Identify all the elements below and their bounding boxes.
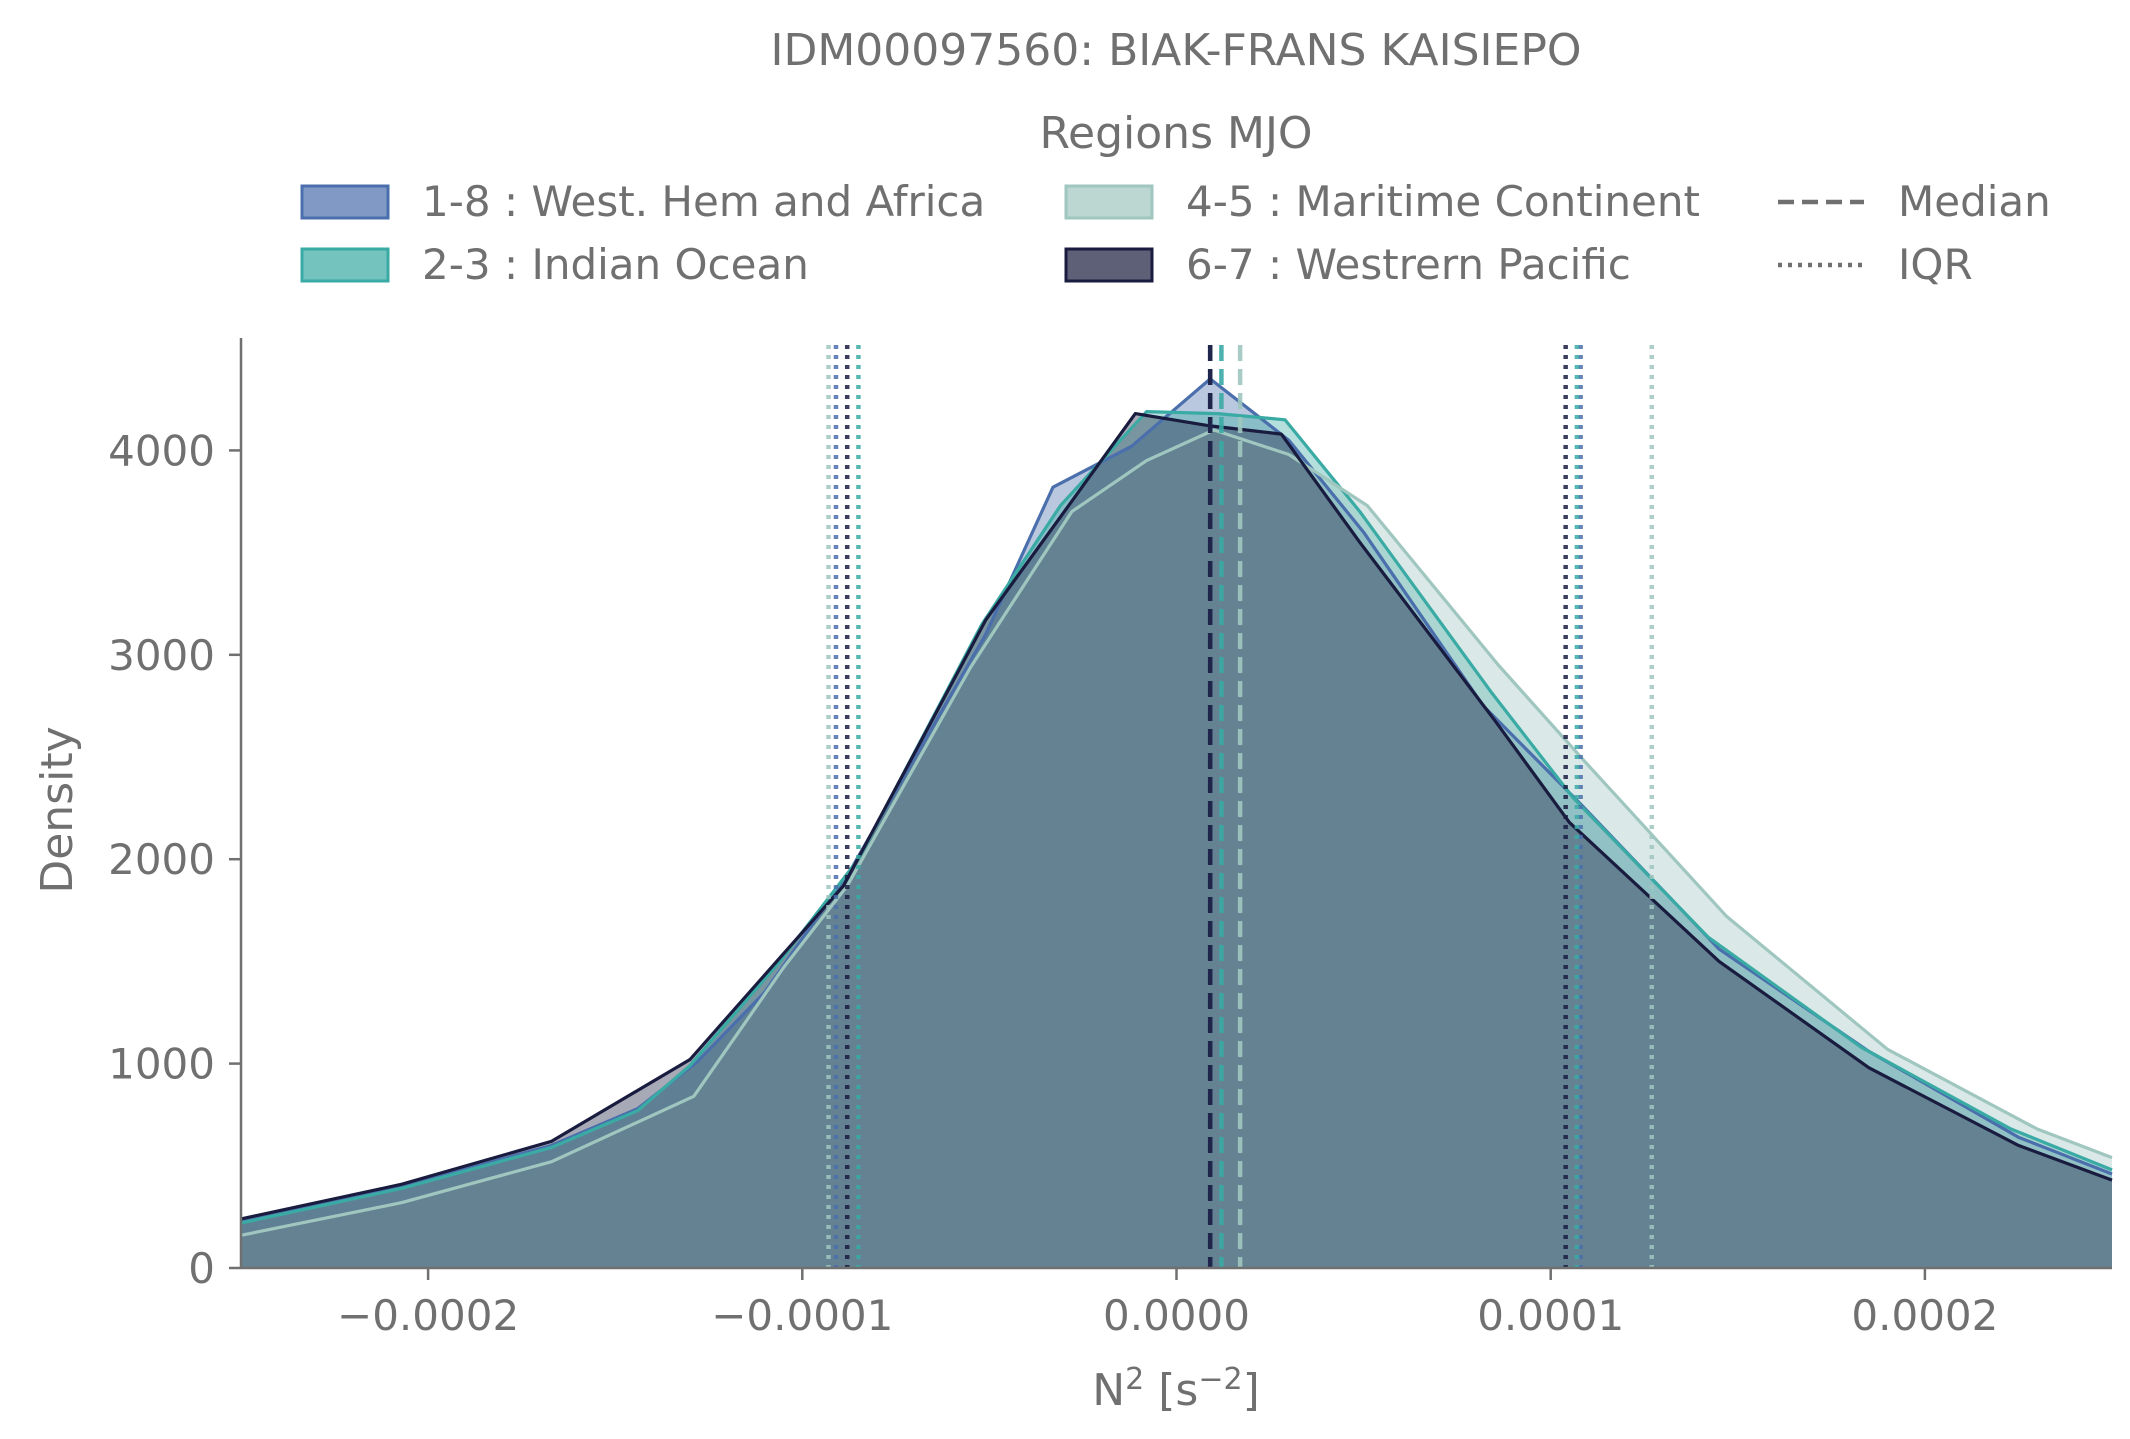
legend-iqr-label: IQR xyxy=(1898,240,1973,289)
x-tick-label: −0.0001 xyxy=(711,1291,893,1340)
legend-swatch-4 xyxy=(1064,247,1154,283)
legend-swatch-3 xyxy=(1064,184,1154,220)
legend: Regions MJO 1-8 : West. Hem and Africa 2-… xyxy=(300,108,2051,289)
series-area-1 xyxy=(241,378,2112,1268)
legend-label-4: 6-7 : Westrern Pacific xyxy=(1186,240,1631,289)
x-axis-label: N2 [s−2] xyxy=(1092,1362,1260,1416)
x-axis-label-base-sup: 2 xyxy=(1125,1362,1144,1397)
x-axis-label-base: N xyxy=(1092,1365,1125,1416)
y-axis-label: Density xyxy=(32,726,83,893)
series-line-2 xyxy=(240,410,2113,1225)
series-lines xyxy=(240,377,2113,1237)
stat-lines xyxy=(826,345,1654,1268)
y-tick-label: 2000 xyxy=(108,835,215,884)
legend-swatch-2 xyxy=(300,247,390,283)
y-tick-label: 0 xyxy=(188,1244,215,1293)
y-ticks: 0 1000 2000 3000 4000 xyxy=(108,426,241,1293)
series-line-3 xyxy=(240,428,2113,1237)
x-tick-label: 0.0002 xyxy=(1851,1291,1998,1340)
x-axis-label-unit-sup: −2 xyxy=(1198,1362,1242,1397)
x-tick-label: 0.0000 xyxy=(1103,1291,1250,1340)
series-area-2 xyxy=(241,411,2112,1269)
series-fills xyxy=(241,378,2112,1269)
x-axis-label-unit-pre: [s xyxy=(1144,1365,1198,1416)
legend-median-label: Median xyxy=(1898,177,2051,226)
legend-title: Regions MJO xyxy=(1039,108,1312,159)
y-tick-label: 3000 xyxy=(108,631,215,680)
chart-title: IDM00097560: BIAK-FRANS KAISIEPO xyxy=(770,25,1581,76)
legend-swatch-1 xyxy=(300,184,390,220)
legend-label-2: 2-3 : Indian Ocean xyxy=(422,240,809,289)
y-tick-label: 4000 xyxy=(108,426,215,475)
legend-entries: 1-8 : West. Hem and Africa 2-3 : Indian O… xyxy=(300,177,2051,289)
x-tick-label: 0.0001 xyxy=(1477,1291,1624,1340)
y-tick-label: 1000 xyxy=(108,1040,215,1089)
x-ticks: −0.0002 −0.0001 0.0000 0.0001 0.0002 xyxy=(337,1268,1998,1340)
x-axis-label-unit-post: ] xyxy=(1243,1365,1260,1416)
axes: −0.0002 −0.0001 0.0000 0.0001 0.0002 0 1000 20… xyxy=(108,338,2112,1340)
series-line-4 xyxy=(240,412,2113,1221)
series-area-4 xyxy=(241,413,2112,1269)
plot-area xyxy=(240,345,2113,1269)
x-tick-label: −0.0002 xyxy=(337,1291,519,1340)
series-area-3 xyxy=(241,430,2112,1268)
legend-label-3: 4-5 : Maritime Continent xyxy=(1186,177,1700,226)
legend-label-1: 1-8 : West. Hem and Africa xyxy=(422,177,985,226)
